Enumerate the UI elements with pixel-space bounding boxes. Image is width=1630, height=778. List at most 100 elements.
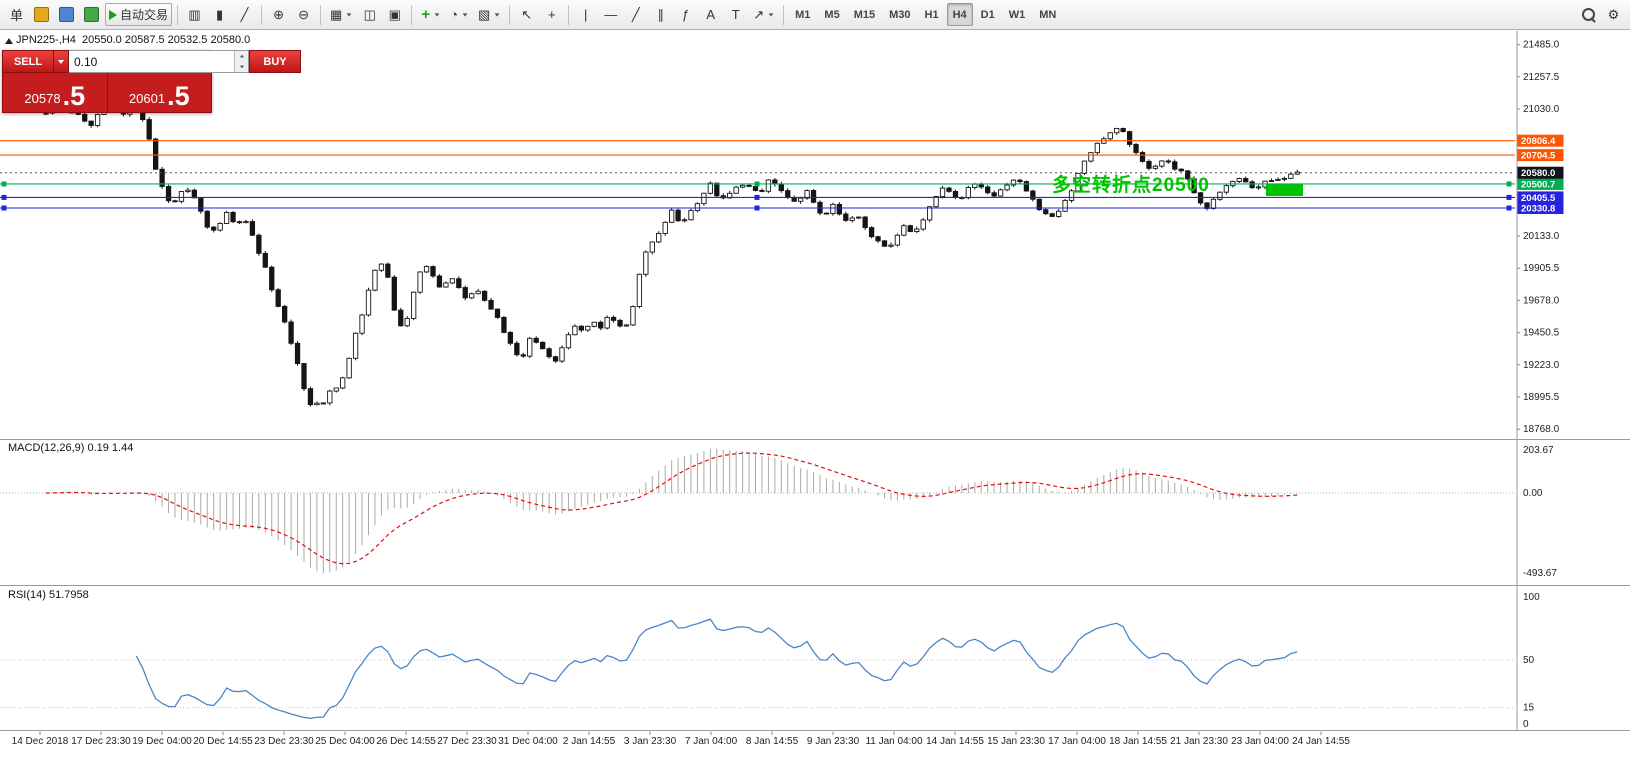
one-click-trading-panel: SELL BUY 20578.5 20601.5 xyxy=(2,50,301,113)
text-annotation[interactable]: 多空转折点20500 xyxy=(1052,173,1210,196)
timeframe-h4-button[interactable]: H4 xyxy=(946,3,973,26)
indicators-button[interactable]: + xyxy=(417,3,444,26)
fibonacci-icon: ƒ xyxy=(682,7,690,22)
fibonacci-button[interactable]: ƒ xyxy=(674,3,697,26)
trendline-button[interactable]: ╱ xyxy=(624,3,647,26)
zoom-out-button[interactable]: ⊖ xyxy=(292,3,315,26)
horizontal-line-object[interactable]: 20500.7 xyxy=(0,177,1564,191)
zoom-in-button[interactable]: ⊕ xyxy=(267,3,290,26)
rsi-line xyxy=(135,618,1298,719)
chevron-down-icon xyxy=(462,12,468,17)
time-axis-label: 14 Dec 2018 xyxy=(12,736,69,747)
equidistant-channel-button[interactable]: ∥ xyxy=(649,3,672,26)
vertical-line-button[interactable]: | xyxy=(574,3,597,26)
sell-options-dropdown[interactable] xyxy=(54,50,69,73)
chart-menu-icon[interactable] xyxy=(5,38,13,44)
timeframe-d1-button[interactable]: D1 xyxy=(975,3,1001,26)
channel-icon: ∥ xyxy=(657,7,664,22)
buy-price-big-digit: .5 xyxy=(167,81,190,111)
play-icon xyxy=(109,9,117,20)
price-axis-tick: 21257.5 xyxy=(1523,72,1560,83)
sell-button[interactable]: SELL xyxy=(2,50,54,73)
timeframe-m1-button[interactable]: M1 xyxy=(789,3,816,26)
time-axis-label: 2 Jan 14:55 xyxy=(563,736,616,747)
arrows-icon: ↗ xyxy=(753,7,765,22)
search-icon xyxy=(1582,8,1595,21)
rsi-scale-label: 50 xyxy=(1523,655,1535,666)
chevron-down-icon xyxy=(346,12,352,17)
time-axis-label: 8 Jan 14:55 xyxy=(746,736,799,747)
text-tool-button[interactable]: A xyxy=(699,3,722,26)
horizontal-line-object[interactable]: 20806.4 xyxy=(0,134,1564,148)
sell-price-button[interactable]: 20578.5 xyxy=(3,73,107,112)
timeframe-mn-button[interactable]: MN xyxy=(1033,3,1062,26)
rsi-scale-label: 15 xyxy=(1523,703,1535,714)
arrows-button[interactable]: ↗ xyxy=(749,3,778,26)
templates-button[interactable]: ▧ xyxy=(474,3,504,26)
price-axis[interactable]: 21485.0 21257.5 21030.0 20133.0 19905.5 19678… xyxy=(1517,31,1630,731)
price-axis-tick: 21030.0 xyxy=(1523,104,1560,115)
crosshair-button[interactable]: + xyxy=(540,3,563,26)
profiles-button[interactable] xyxy=(30,3,53,26)
buy-button[interactable]: BUY xyxy=(249,50,301,73)
price-line-label: 20405.5 xyxy=(1521,193,1556,204)
time-axis-label: 7 Jan 04:00 xyxy=(685,736,738,747)
tile-windows-button[interactable]: ◫ xyxy=(358,3,381,26)
chevron-down-icon xyxy=(434,12,440,17)
cursor-button[interactable]: ↖ xyxy=(515,3,538,26)
new-chart-icon: ▦ xyxy=(330,7,343,22)
volume-increase-button[interactable] xyxy=(235,51,248,62)
horizontal-line-object[interactable]: 20405.5 xyxy=(0,191,1564,204)
candlestick-chart-button[interactable]: ▮ xyxy=(208,3,231,26)
auto-trading-button[interactable]: 自动交易 xyxy=(105,3,173,26)
new-order-button[interactable]: 单 xyxy=(5,3,28,26)
horizontal-line-objects[interactable]: 20806.4 20704.5 20500.7 20405.520330.8 xyxy=(0,134,1564,215)
market-watch-button[interactable] xyxy=(55,3,78,26)
bar-chart-button[interactable]: ▥ xyxy=(183,3,206,26)
bid-price-label: 20580.0 xyxy=(1521,168,1555,179)
price-line-label: 20330.8 xyxy=(1521,203,1555,214)
horizontal-line-object[interactable]: 20704.5 xyxy=(0,149,1564,162)
button-label: 单 xyxy=(9,8,23,23)
horizontal-line-object[interactable]: 20330.8 xyxy=(0,201,1564,215)
price-axis-tick: 20133.0 xyxy=(1523,231,1560,242)
price-axis-tick: 19223.0 xyxy=(1523,360,1560,371)
timeframe-m5-button[interactable]: M5 xyxy=(818,3,845,26)
settings-button[interactable]: ⚙ xyxy=(1602,3,1625,26)
toolbar-separator xyxy=(261,4,263,25)
text-label-icon: T xyxy=(731,7,740,22)
new-chart-button[interactable]: ▦ xyxy=(326,3,356,26)
time-axis-label: 25 Dec 04:00 xyxy=(315,736,375,747)
timeframe-m30-button[interactable]: M30 xyxy=(883,3,916,26)
timeframe-m15-button[interactable]: M15 xyxy=(848,3,881,26)
price-axis-area[interactable] xyxy=(1517,31,1630,731)
time-axis-label: 23 Dec 23:30 xyxy=(254,736,314,747)
rsi-indicator-header: RSI(14) 51.7958 xyxy=(8,589,89,601)
zoom-in-icon: ⊕ xyxy=(273,7,284,22)
candlesticks-series xyxy=(43,106,1300,407)
volume-input[interactable] xyxy=(69,51,234,72)
time-axis[interactable]: 14 Dec 2018 17 Dec 23:30 19 Dec 04:00 20 De… xyxy=(0,731,1630,778)
periods-button[interactable]: ◔ xyxy=(446,3,472,26)
navigator-button[interactable] xyxy=(80,3,103,26)
sell-price-main: 20578 xyxy=(24,91,61,106)
horizontal-line-button[interactable]: — xyxy=(599,3,622,26)
line-chart-button[interactable]: ╱ xyxy=(233,3,256,26)
time-axis-label: 17 Jan 04:00 xyxy=(1048,736,1106,747)
rsi-pane: 100 50 15 0 xyxy=(0,592,1540,730)
time-axis-label: 27 Dec 23:30 xyxy=(437,736,497,747)
charts-profile-icon xyxy=(34,7,49,22)
highlight-rectangle[interactable] xyxy=(1266,184,1303,196)
cascade-windows-button[interactable]: ▣ xyxy=(383,3,406,26)
timeframe-h1-button[interactable]: H1 xyxy=(919,3,945,26)
vertical-line-icon: | xyxy=(584,7,588,22)
price-line-label: 20806.4 xyxy=(1521,136,1556,147)
zoom-out-icon: ⊖ xyxy=(298,7,309,22)
timeframe-w1-button[interactable]: W1 xyxy=(1003,3,1032,26)
macd-pane: 203.67 0.00 -493.67 xyxy=(0,445,1557,579)
volume-decrease-button[interactable] xyxy=(235,61,248,72)
buy-price-button[interactable]: 20601.5 xyxy=(108,73,212,112)
search-button[interactable] xyxy=(1577,3,1600,26)
text-label-button[interactable]: T xyxy=(724,3,747,26)
